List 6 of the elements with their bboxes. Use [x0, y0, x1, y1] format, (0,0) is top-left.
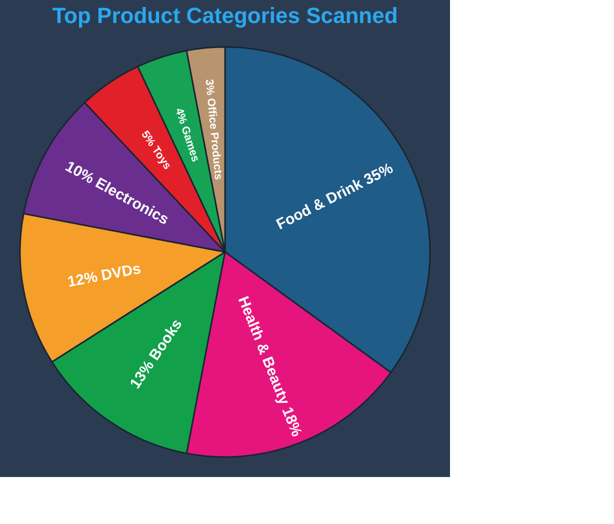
- slice-label: 4% Games: [172, 106, 202, 164]
- chart-title: Top Product Categories Scanned: [52, 3, 398, 28]
- slice-label: 12% DVDs: [66, 260, 142, 291]
- slice-label: 3% Office Products: [202, 78, 224, 180]
- slice-label: Health & Beauty 18%: [234, 294, 306, 440]
- slice-label: Food & Drink 35%: [274, 160, 396, 234]
